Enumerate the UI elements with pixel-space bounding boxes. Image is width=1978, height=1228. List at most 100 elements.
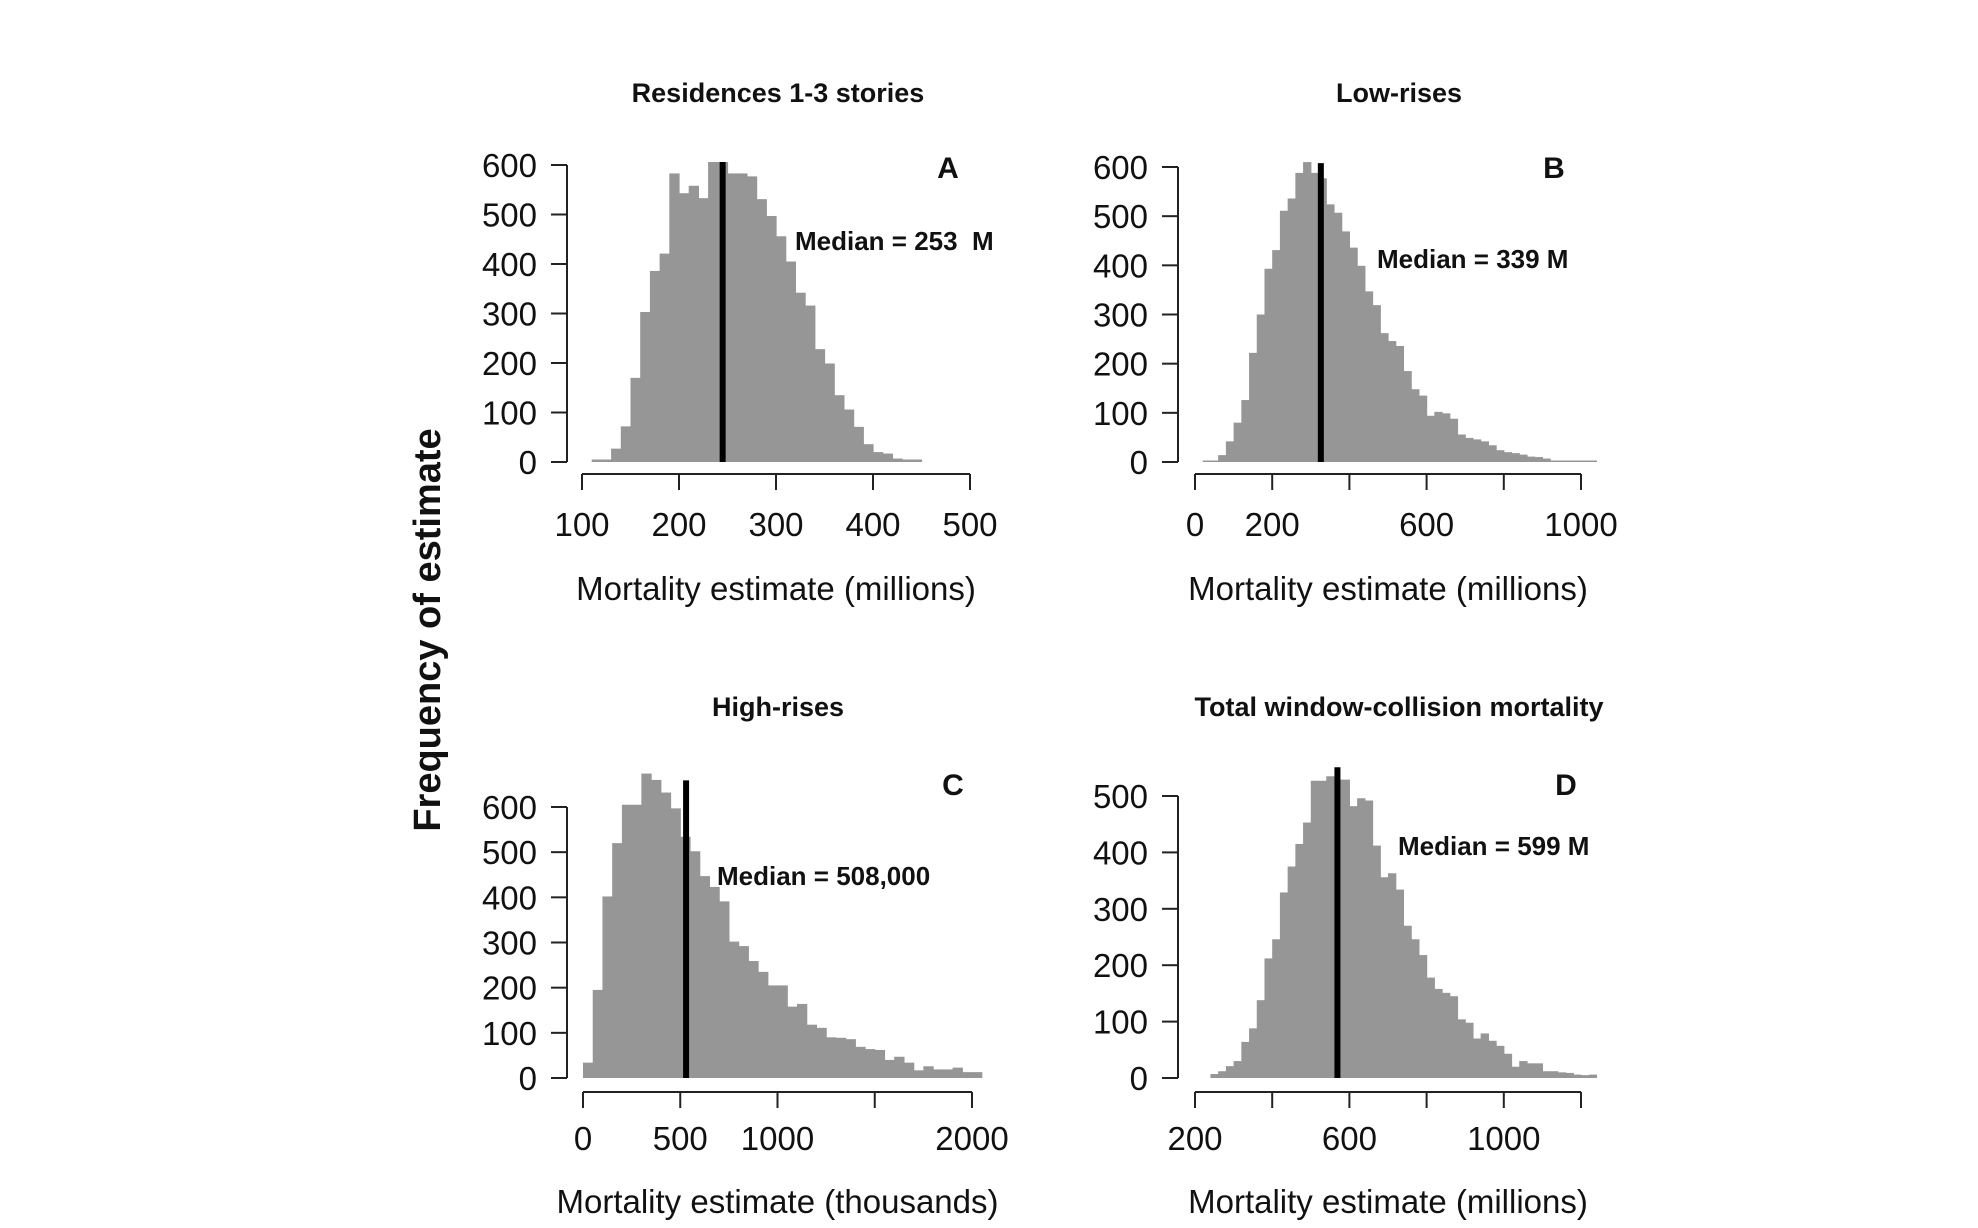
- histogram-bar: [1256, 314, 1266, 462]
- histogram-bar: [1511, 1066, 1520, 1078]
- histogram-bar: [659, 253, 670, 462]
- histogram-bar: [1472, 1038, 1482, 1078]
- y-tick-label: 400: [1093, 834, 1148, 871]
- histogram-bar: [855, 1046, 866, 1078]
- histogram-bar: [1380, 877, 1389, 1078]
- y-tick-label: 300: [482, 296, 537, 333]
- x-tick-label: 600: [1322, 1120, 1377, 1157]
- histogram-bar: [1526, 1063, 1536, 1078]
- histogram-bar: [719, 901, 730, 1078]
- histogram-bar: [1581, 1075, 1590, 1078]
- y-tick-label: 0: [519, 1060, 537, 1097]
- y-tick-label: 500: [1093, 198, 1148, 235]
- x-tick-label: 1000: [741, 1120, 814, 1157]
- histogram-bar: [796, 1003, 808, 1078]
- x-tick-label: 0: [574, 1120, 592, 1157]
- histogram-bar: [826, 1037, 837, 1078]
- histogram-bar: [1357, 265, 1366, 462]
- histogram-bar: [805, 305, 816, 462]
- histogram-bar: [1457, 434, 1466, 462]
- histogram-bar: [1264, 268, 1273, 462]
- histogram-bar: [1542, 458, 1551, 462]
- histogram-bar: [845, 1039, 856, 1078]
- panel-letter: C: [942, 769, 964, 802]
- histogram-bar: [923, 1066, 934, 1078]
- histogram-bar: [738, 946, 749, 1078]
- x-axis-label: Mortality estimate (millions): [1188, 1183, 1588, 1220]
- histogram-bar: [1472, 439, 1482, 462]
- histogram-bar: [698, 198, 709, 463]
- y-tick-label: 600: [1093, 149, 1148, 186]
- histogram-bar: [1341, 231, 1350, 462]
- histogram-bar: [746, 176, 758, 462]
- median-label: Median = 339 M: [1377, 244, 1568, 274]
- histogram-bar: [1480, 441, 1489, 462]
- histogram-bar: [1349, 806, 1358, 1078]
- panels-container: 0 100 200 300 400 500 600 100 200 300 400 500 Mortal…: [482, 78, 1618, 1220]
- y-tick-label: 0: [1130, 1060, 1148, 1097]
- histogram-bar: [1503, 1053, 1513, 1078]
- histogram-bar: [1465, 437, 1474, 462]
- histogram-bar: [1403, 925, 1412, 1078]
- histogram-bar: [1480, 1033, 1489, 1078]
- histogram-bar: [1225, 441, 1235, 462]
- histogram-bar: [865, 1049, 876, 1078]
- x-tick-label: 2000: [935, 1120, 1008, 1157]
- histogram-bar: [1364, 800, 1374, 1078]
- histogram-bar: [1496, 1045, 1505, 1078]
- histogram-bar: [631, 804, 642, 1078]
- histogram-bar: [824, 363, 835, 462]
- histogram-bar: [679, 193, 690, 462]
- x-tick-label: 200: [651, 506, 706, 543]
- histogram-bar: [1372, 845, 1381, 1078]
- panel-title: Low-rises: [1336, 78, 1462, 108]
- histogram-bar: [1550, 1071, 1559, 1078]
- panel-a: 0 100 200 300 400 500 600 100 200 300 400 500 Mortal…: [482, 78, 998, 607]
- histogram-bar: [1279, 210, 1289, 462]
- histogram-bar: [1372, 305, 1381, 462]
- histogram-bar: [1426, 977, 1435, 1078]
- histogram-bar: [1449, 996, 1459, 1078]
- histogram-bar: [1272, 939, 1281, 1078]
- histogram-bar: [1457, 1019, 1466, 1078]
- panel-d: 0 100 200 300 400 500 200 600 1000 Mortality esti…: [1093, 692, 1604, 1220]
- histogram-bar: [767, 985, 779, 1078]
- histogram-bar: [621, 804, 633, 1078]
- histogram-bar: [834, 395, 845, 462]
- histogram-bar: [620, 426, 632, 462]
- y-tick-label: 0: [1130, 444, 1148, 481]
- y-tick-label: 300: [1093, 297, 1148, 334]
- histogram-bar: [1357, 798, 1366, 1078]
- histogram-bar: [758, 971, 769, 1078]
- histogram-bar: [1418, 955, 1428, 1078]
- histogram-bar: [814, 349, 826, 462]
- x-tick-label: 500: [942, 506, 997, 543]
- histogram-bar: [592, 989, 604, 1078]
- histogram-bar: [1565, 460, 1574, 462]
- histogram-bar: [787, 1006, 798, 1078]
- histogram-bar: [1295, 843, 1304, 1078]
- x-tick-label: 600: [1399, 506, 1454, 543]
- histogram-bar: [843, 409, 855, 462]
- histogram-bar: [1241, 400, 1250, 462]
- histogram-bar: [816, 1027, 827, 1078]
- histogram-bar: [785, 261, 796, 462]
- histogram-bar: [1310, 172, 1320, 462]
- histogram-bar: [952, 1067, 963, 1078]
- histogram-bar: [1341, 779, 1350, 1078]
- histogram-bar: [1249, 352, 1258, 462]
- y-tick-label: 400: [482, 879, 537, 916]
- x-tick-label: 1000: [1544, 506, 1617, 543]
- histogram-bar: [1225, 1066, 1235, 1078]
- histogram-bar: [1210, 460, 1219, 462]
- histogram-bar: [902, 459, 913, 462]
- histogram-bar: [699, 876, 711, 1078]
- histogram-bar: [748, 961, 759, 1078]
- histogram-bar: [669, 173, 680, 463]
- histogram-bar: [611, 448, 622, 462]
- y-tick-label: 400: [1093, 247, 1148, 284]
- x-tick-label: 100: [554, 506, 609, 543]
- histogram-bar: [1349, 247, 1358, 462]
- histogram-bar: [1588, 1074, 1598, 1078]
- histogram-bar: [972, 1072, 983, 1078]
